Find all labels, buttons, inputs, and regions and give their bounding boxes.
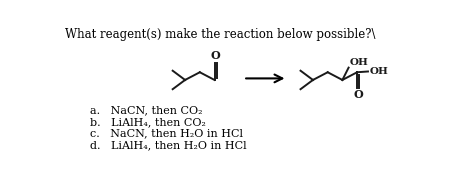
Text: O: O <box>353 89 363 100</box>
Text: a.   NaCN, then CO₂: a. NaCN, then CO₂ <box>90 105 202 115</box>
Text: OH: OH <box>369 67 388 76</box>
Text: d.   LiAlH₄, then H₂O in HCl: d. LiAlH₄, then H₂O in HCl <box>90 140 246 150</box>
Text: b.   LiAlH₄, then CO₂: b. LiAlH₄, then CO₂ <box>90 117 206 127</box>
Text: c.   NaCN, then H₂O in HCl: c. NaCN, then H₂O in HCl <box>90 128 243 138</box>
Text: OH: OH <box>349 58 368 67</box>
Text: O: O <box>211 51 220 61</box>
Text: What reagent(s) make the reaction below possible?\: What reagent(s) make the reaction below … <box>65 28 376 41</box>
